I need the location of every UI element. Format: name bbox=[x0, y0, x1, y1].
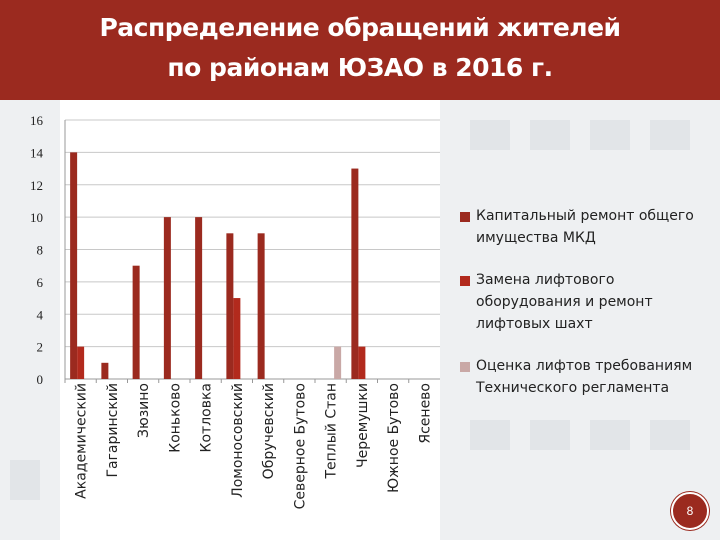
y-tick-label: 14 bbox=[30, 145, 44, 160]
x-category-label: Ясенево bbox=[417, 383, 433, 444]
legend-item-capital-repair: Капитальный ремонт общего имущества МКД bbox=[460, 205, 710, 249]
x-category-label: Обручевский bbox=[261, 383, 277, 479]
x-category-label: Северное Бутово bbox=[292, 383, 308, 509]
legend-label: Замена лифтового оборудования и ремонт л… bbox=[476, 272, 653, 332]
bar-1 bbox=[351, 168, 359, 379]
x-category-label: Черемушки bbox=[355, 383, 371, 468]
bar-chart: 0 2 4 6 8 10 12 14 16 Академический Гагаринский Зюз… bbox=[30, 113, 440, 509]
chart-legend: Капитальный ремонт общего имущества МКД … bbox=[460, 205, 710, 419]
x-category-label: Котловка bbox=[199, 383, 215, 452]
bar-2 bbox=[233, 298, 241, 379]
bar-3 bbox=[334, 346, 342, 379]
title-line-2: по районам ЮЗАО в 2016 г. bbox=[167, 53, 553, 82]
x-category-label: Зюзино bbox=[136, 383, 152, 438]
bar-2 bbox=[77, 346, 85, 379]
y-tick-label: 0 bbox=[37, 372, 44, 387]
legend-label: Капитальный ремонт общего имущества МКД bbox=[476, 208, 694, 246]
building-background bbox=[0, 100, 720, 540]
y-tick-label: 8 bbox=[37, 243, 44, 258]
legend-swatch bbox=[460, 362, 470, 372]
legend-item-elevator-assessment: Оценка лифтов требованиям Технического р… bbox=[460, 355, 710, 399]
bar-1 bbox=[257, 233, 265, 379]
bar-1 bbox=[132, 265, 140, 379]
x-category-label: Южное Бутово bbox=[386, 383, 402, 493]
x-category-label: Коньково bbox=[167, 383, 183, 453]
y-tick-label: 16 bbox=[30, 113, 44, 128]
x-category-label: Гагаринский bbox=[105, 383, 121, 478]
bar-1 bbox=[101, 362, 109, 379]
bar-1 bbox=[226, 233, 234, 379]
y-tick-label: 6 bbox=[37, 275, 44, 290]
page-title: Распределение обращений жителей по район… bbox=[0, 8, 720, 88]
bar-2 bbox=[358, 346, 366, 379]
x-category-label: Теплый Стан bbox=[324, 383, 340, 480]
y-tick-label: 2 bbox=[37, 340, 44, 355]
bar-1 bbox=[163, 217, 171, 379]
legend-swatch bbox=[460, 276, 470, 286]
legend-swatch bbox=[460, 212, 470, 222]
title-line-1: Распределение обращений жителей bbox=[99, 13, 621, 42]
y-tick-label: 10 bbox=[30, 210, 43, 225]
legend-label: Оценка лифтов требованиям Технического р… bbox=[476, 358, 693, 396]
x-category-label: Академический bbox=[74, 383, 90, 499]
title-banner: Распределение обращений жителей по район… bbox=[0, 0, 720, 100]
bar-1 bbox=[195, 217, 203, 379]
bar-1 bbox=[70, 152, 78, 379]
y-tick-label: 4 bbox=[37, 307, 44, 322]
x-category-label: Ломоносовский bbox=[230, 383, 246, 498]
y-tick-label: 12 bbox=[30, 178, 43, 193]
legend-item-elevator-replacement: Замена лифтового оборудования и ремонт л… bbox=[460, 269, 710, 335]
page-number-badge: 8 bbox=[671, 492, 709, 530]
